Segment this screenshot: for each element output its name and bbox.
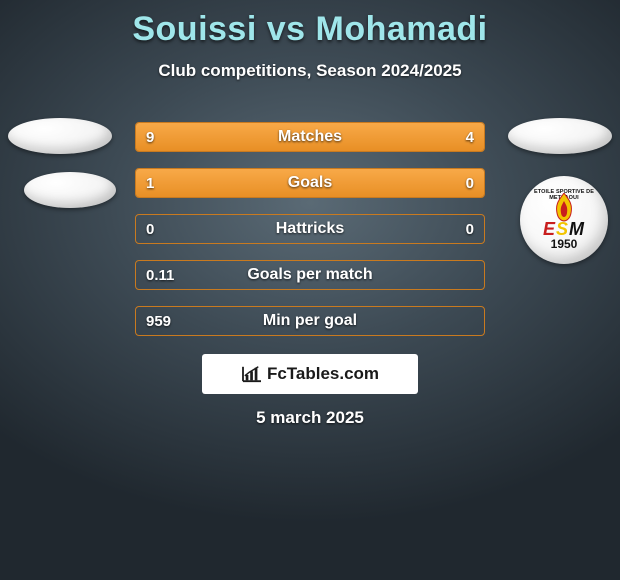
club-badge-inner: ETOILE SPORTIVE DE METLAOUI ESM 1950 bbox=[531, 187, 597, 253]
badge-letter-m: M bbox=[569, 219, 585, 239]
comparison-bars: 9 Matches 4 1 Goals 0 0 Hattricks 0 0.11… bbox=[135, 122, 485, 352]
bar-right-value: 0 bbox=[466, 169, 474, 197]
bar-row-hattricks: 0 Hattricks 0 bbox=[135, 214, 485, 244]
page-title: Souissi vs Mohamadi bbox=[0, 0, 620, 49]
bar-label: Min per goal bbox=[136, 307, 484, 335]
bar-label: Matches bbox=[136, 123, 484, 151]
badge-letter-s: S bbox=[556, 219, 569, 239]
badge-year: 1950 bbox=[531, 237, 597, 251]
player-bubble-left-top bbox=[8, 118, 112, 154]
bar-right-value: 0 bbox=[466, 215, 474, 243]
page-date: 5 march 2025 bbox=[0, 408, 620, 428]
player-bubble-left-bottom bbox=[24, 172, 116, 208]
club-badge-right: ETOILE SPORTIVE DE METLAOUI ESM 1950 bbox=[520, 176, 608, 264]
watermark: FcTables.com bbox=[202, 354, 418, 394]
player-bubble-right-top bbox=[508, 118, 612, 154]
badge-letter-e: E bbox=[543, 219, 556, 239]
bar-label: Goals per match bbox=[136, 261, 484, 289]
comparison-card: Souissi vs Mohamadi Club competitions, S… bbox=[0, 0, 620, 580]
bar-row-goals-per-match: 0.11 Goals per match bbox=[135, 260, 485, 290]
page-subtitle: Club competitions, Season 2024/2025 bbox=[0, 61, 620, 81]
bar-label: Goals bbox=[136, 169, 484, 197]
watermark-text: FcTables.com bbox=[267, 364, 379, 384]
bar-row-matches: 9 Matches 4 bbox=[135, 122, 485, 152]
bar-right-value: 4 bbox=[466, 123, 474, 151]
bar-label: Hattricks bbox=[136, 215, 484, 243]
bar-row-min-per-goal: 959 Min per goal bbox=[135, 306, 485, 336]
bar-chart-icon bbox=[241, 365, 263, 383]
bar-row-goals: 1 Goals 0 bbox=[135, 168, 485, 198]
